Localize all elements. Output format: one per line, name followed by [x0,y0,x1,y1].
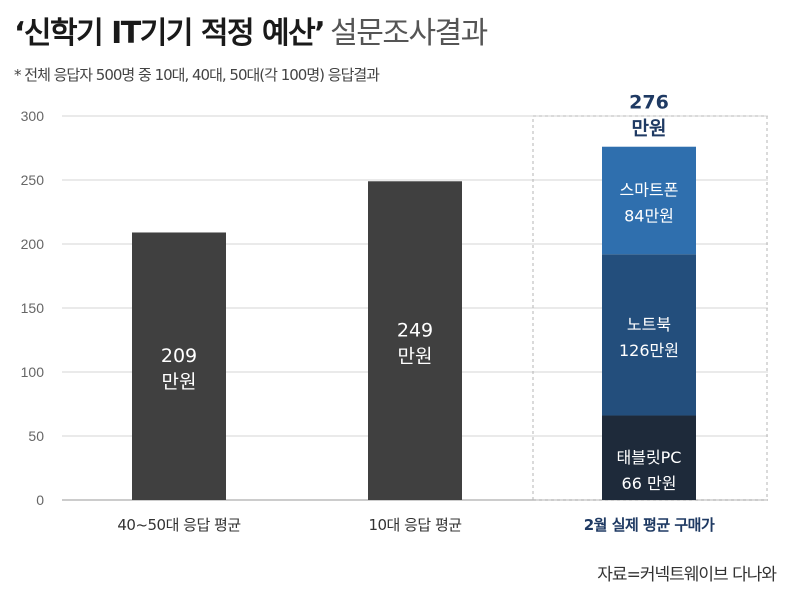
bar-value-label: 249 [397,320,433,342]
segment-name-label: 노트북 [627,315,671,334]
y-tick-label: 200 [21,236,45,252]
source-note: 자료=커넥트웨이브 다나와 [597,565,777,585]
bar-value-label: 209 [161,345,197,367]
segment-value-label: 84만원 [624,206,674,225]
category-label: 2월 실제 평균 구매가 [584,516,715,534]
title-bold: ‘신학기 IT기기 적정 예산’ [14,16,326,51]
bar-segment [602,415,696,500]
bar-segment [602,254,696,416]
y-tick-label: 250 [21,172,45,188]
segment-name-label: 스마트폰 [620,180,679,199]
chart-title: ‘신학기 IT기기 적정 예산’ 설문조사결과 [14,8,488,52]
chart-subtitle: * 전체 응답자 500명 중 10대, 40대, 50대(각 100명) 응답… [14,66,380,84]
bar-segment [602,146,696,255]
total-unit-label: 만원 [632,118,667,140]
segment-value-label: 66 만원 [622,474,677,493]
category-label: 40~50대 응답 평균 [117,516,241,534]
bar [132,232,226,501]
bar-unit-label: 만원 [398,346,433,368]
bar [368,181,462,500]
total-value-label: 276 [629,92,669,114]
bar-unit-label: 만원 [162,371,197,393]
y-tick-label: 100 [21,364,45,380]
segment-value-label: 126만원 [619,341,679,360]
y-tick-label: 300 [21,108,45,124]
y-tick-label: 50 [28,428,44,444]
category-label: 10대 응답 평균 [368,516,462,534]
y-tick-label: 0 [36,492,44,508]
y-tick-label: 150 [21,300,45,316]
segment-name-label: 태블릿PC [617,448,682,467]
title-light: 설문조사결과 [330,16,488,51]
